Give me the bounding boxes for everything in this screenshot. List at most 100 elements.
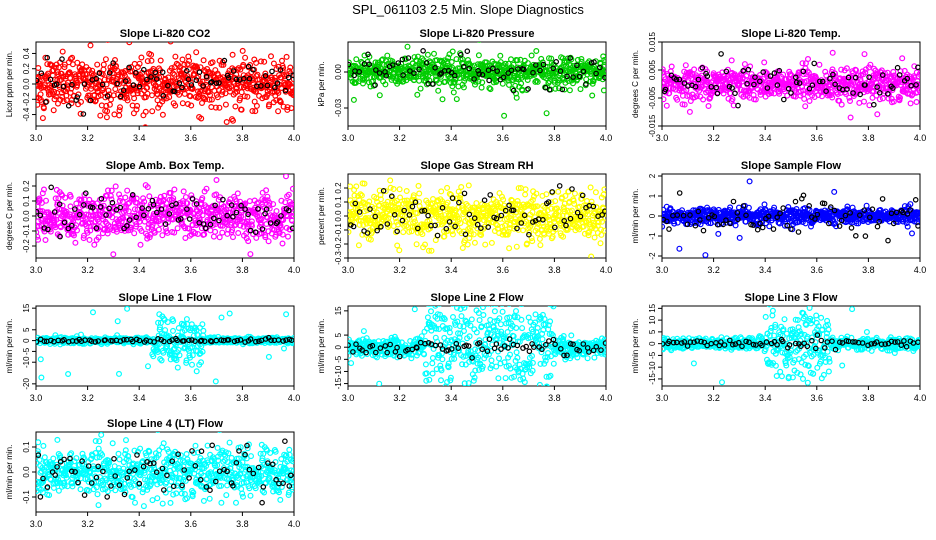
data-point-reference: [99, 81, 106, 88]
data-point: [103, 193, 110, 200]
data-point: [238, 89, 245, 96]
data-point-reference: [405, 55, 412, 61]
data-point: [69, 54, 76, 61]
data-point-reference: [521, 212, 528, 219]
data-point: [116, 104, 123, 111]
data-point: [227, 88, 234, 95]
data-point: [552, 85, 559, 92]
data-point: [104, 108, 111, 115]
data-point-reference: [806, 85, 813, 92]
x-tick-label: 3.2: [81, 265, 94, 275]
data-point: [112, 183, 119, 190]
data-point: [184, 60, 191, 67]
data-point: [289, 85, 294, 92]
data-point: [212, 104, 219, 111]
data-point: [258, 58, 265, 65]
data-point: [467, 227, 474, 234]
data-point: [168, 65, 175, 72]
data-point-reference: [874, 84, 880, 90]
data-point: [86, 236, 93, 243]
data-point: [174, 225, 181, 232]
data-point: [348, 183, 354, 190]
data-point-reference: [730, 198, 737, 205]
data-point: [528, 235, 535, 242]
data-point: [366, 198, 373, 205]
data-point: [400, 78, 407, 85]
data-point: [131, 95, 138, 102]
y-tick-label: -0.2: [334, 237, 343, 251]
data-point: [805, 69, 812, 76]
data-point-reference: [407, 68, 413, 74]
data-point: [601, 227, 606, 234]
data-point: [867, 61, 874, 68]
data-point: [508, 56, 515, 63]
data-point: [761, 201, 768, 208]
data-point-reference: [93, 225, 100, 231]
data-point: [216, 234, 223, 241]
x-tick-label: 3.0: [656, 133, 669, 143]
y-tick-label: 5: [22, 327, 31, 332]
data-point-reference: [788, 226, 794, 232]
x-tick-label: 4.0: [288, 133, 301, 143]
data-point: [270, 201, 277, 208]
data-point: [876, 96, 883, 103]
data-point: [275, 89, 282, 96]
data-point-reference: [876, 218, 883, 225]
data-point-reference: [596, 64, 603, 71]
data-point-reference: [212, 202, 218, 209]
data-point-reference: [602, 74, 606, 81]
data-point: [679, 101, 686, 108]
data-point-reference: [267, 220, 274, 226]
data-point: [395, 221, 402, 228]
data-point: [555, 85, 562, 92]
data-point: [196, 217, 203, 224]
data-point-reference: [720, 221, 727, 228]
data-point: [426, 217, 433, 224]
y-axis-label: ml/min per min.: [631, 189, 640, 244]
data-point-reference: [69, 81, 75, 88]
point-layer: [662, 178, 920, 258]
data-point: [172, 102, 179, 109]
data-point-reference: [827, 75, 833, 82]
data-point-reference: [850, 90, 856, 96]
data-point: [277, 225, 284, 232]
data-point-reference: [508, 67, 515, 74]
data-point: [219, 88, 226, 95]
data-point-reference: [676, 190, 683, 196]
data-point: [394, 242, 401, 249]
x-tick-label: 3.6: [185, 265, 198, 275]
data-point: [216, 104, 223, 111]
data-point-reference: [376, 70, 383, 76]
data-point: [110, 251, 117, 258]
data-point-reference: [96, 70, 103, 77]
data-point: [741, 61, 748, 68]
data-point-reference: [166, 211, 173, 217]
data-point: [262, 234, 269, 241]
point-layer: [36, 174, 294, 258]
data-point: [249, 80, 256, 87]
data-point: [94, 61, 101, 68]
data-point: [114, 203, 121, 210]
data-point-reference: [885, 237, 891, 244]
data-point-reference: [551, 224, 558, 231]
point-layer: [348, 177, 606, 258]
data-point-reference: [372, 82, 378, 88]
data-point: [801, 95, 808, 102]
data-point-reference: [505, 70, 512, 76]
data-point: [518, 80, 525, 87]
data-point: [494, 222, 501, 229]
data-point: [106, 101, 113, 108]
data-point-reference: [356, 209, 363, 215]
data-point: [144, 184, 151, 191]
data-point: [87, 227, 94, 234]
data-point: [264, 193, 271, 200]
data-point-reference: [59, 56, 65, 62]
point-layer: [36, 306, 294, 385]
plot-frame: [347, 41, 607, 127]
data-point-reference: [774, 214, 781, 221]
data-point: [101, 76, 108, 83]
data-point-reference: [520, 66, 527, 73]
data-point-reference: [580, 68, 587, 75]
data-point-reference: [452, 223, 458, 230]
data-point: [239, 47, 246, 54]
